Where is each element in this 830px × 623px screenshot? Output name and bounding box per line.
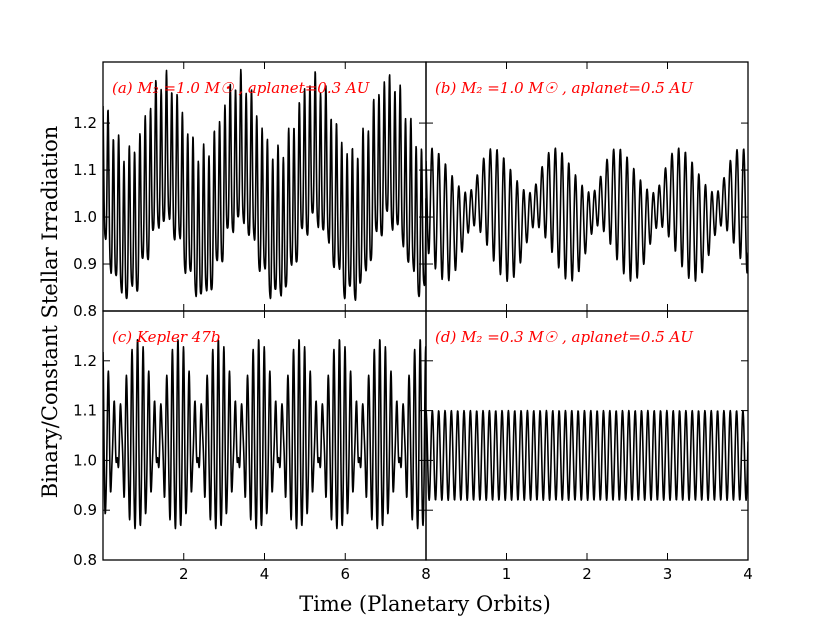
y-tick-label-c: 0.9 (73, 501, 97, 519)
y-tick-label-c: 1.1 (73, 402, 97, 420)
panel-label-a: (a) M₂ =1.0 M☉ , aplanet=0.3 AU (112, 79, 371, 97)
series-line-c-0 (103, 339, 426, 530)
y-tick-label-a: 1.0 (73, 208, 97, 226)
x-tick-label-c: 8 (421, 565, 431, 583)
x-tick-label-d: 4 (743, 565, 753, 583)
panel-a: 0.8 0.9 1.0 1.1 1.2 (a) M₂ =1.0 M☉ , aplanet=… (73, 61, 427, 320)
series-line-a-0 (103, 68, 426, 301)
x-tick-label-c: 2 (179, 565, 189, 583)
x-tick-label-d: 1 (502, 565, 512, 583)
x-tick-label-c: 6 (340, 565, 350, 583)
y-tick-label-a: 1.1 (73, 161, 97, 179)
x-tick-label-c: 4 (260, 565, 270, 583)
y-tick-label-a: 0.9 (73, 255, 97, 273)
y-tick-label-c: 1.2 (73, 352, 97, 370)
panel-label-c: (c) Kepler 47b (112, 328, 220, 346)
panel-d: 1 2 3 4 (d) M₂ =0.3 M☉ , aplanet=0.5 AU (425, 310, 753, 583)
x-tick-label-d: 3 (663, 565, 673, 583)
panel-c: 0.8 0.9 1.0 1.1 1.2 2 4 6 8 (c) Kepler 47b (73, 310, 431, 583)
panel-label-b: (b) M₂ =1.0 M☉ , aplanet=0.5 AU (435, 79, 694, 97)
panel-b: (b) M₂ =1.0 M☉ , aplanet=0.5 AU (425, 61, 749, 312)
series-line-b-0 (426, 147, 748, 283)
y-tick-label-c: 0.8 (73, 551, 97, 569)
y-tick-label-c: 1.0 (73, 451, 97, 469)
y-tick-label-a: 0.8 (73, 302, 97, 320)
x-tick-label-d: 2 (582, 565, 592, 583)
y-axis-title: Binary/Constant Stellar Irradiation (38, 126, 62, 499)
panel-label-d: (d) M₂ =0.3 M☉ , aplanet=0.5 AU (435, 328, 694, 346)
series-line-d-0 (426, 409, 748, 502)
y-tick-label-a: 1.2 (73, 114, 97, 132)
panels-group: 0.8 0.9 1.0 1.1 1.2 (a) M₂ =1.0 M☉ , aplanet=… (73, 61, 753, 583)
x-axis-title: Time (Planetary Orbits) (299, 592, 551, 616)
